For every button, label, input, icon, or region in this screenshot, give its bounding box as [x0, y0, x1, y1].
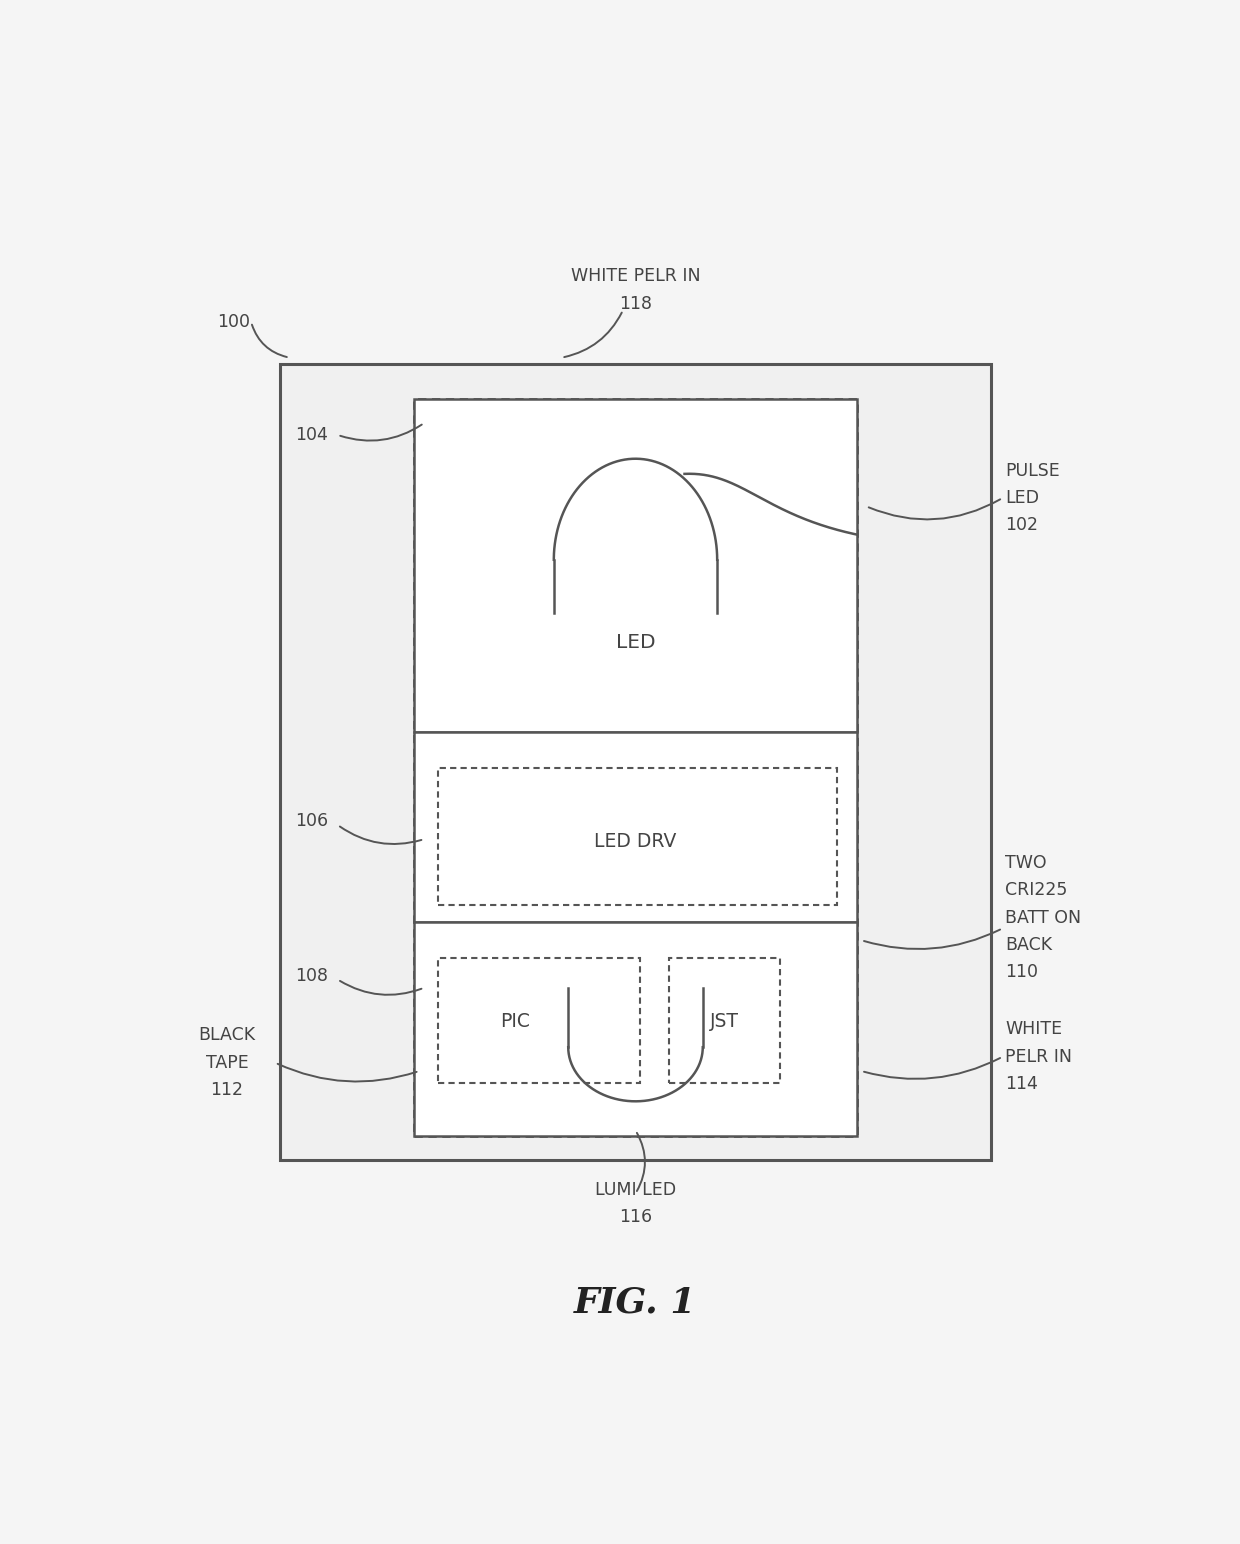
Text: LED: LED [1006, 489, 1039, 506]
Bar [414, 922, 857, 1136]
Text: BATT ON: BATT ON [1006, 908, 1081, 926]
Text: FIG. 1: FIG. 1 [574, 1286, 697, 1320]
Bar [280, 363, 991, 1160]
Text: 112: 112 [211, 1081, 243, 1099]
Text: WHITE: WHITE [1006, 1021, 1063, 1039]
Text: 118: 118 [619, 295, 652, 313]
Text: LUMI LED: LUMI LED [595, 1181, 676, 1198]
Bar [414, 400, 857, 732]
Text: BLACK: BLACK [198, 1027, 255, 1044]
Text: 116: 116 [619, 1209, 652, 1226]
Text: 100: 100 [217, 313, 250, 330]
Text: 104: 104 [295, 426, 327, 445]
Text: JST: JST [711, 1011, 739, 1030]
Text: PULSE: PULSE [1006, 462, 1060, 480]
Text: LED: LED [616, 633, 655, 653]
Text: WHITE PELR IN: WHITE PELR IN [570, 267, 701, 284]
Text: LED DRV: LED DRV [594, 832, 677, 851]
Text: 114: 114 [1006, 1075, 1038, 1093]
Text: BACK: BACK [1006, 936, 1053, 954]
Text: PIC: PIC [501, 1011, 531, 1030]
Text: PELR IN: PELR IN [1006, 1048, 1073, 1065]
Bar [439, 767, 837, 905]
Bar [414, 732, 857, 922]
Text: CRI225: CRI225 [1006, 882, 1068, 899]
Bar [414, 400, 857, 1136]
Bar [439, 957, 640, 1082]
Text: 106: 106 [295, 812, 327, 831]
Text: 102: 102 [1006, 516, 1038, 534]
Text: 110: 110 [1006, 963, 1038, 982]
Text: TAPE: TAPE [206, 1053, 248, 1072]
Bar [670, 957, 780, 1082]
Text: 108: 108 [295, 967, 327, 985]
Text: TWO: TWO [1006, 854, 1047, 872]
